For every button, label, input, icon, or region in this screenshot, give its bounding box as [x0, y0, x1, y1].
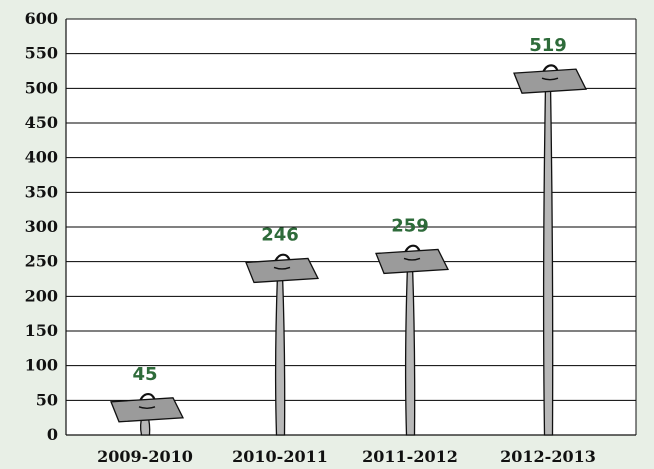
bar [513, 64, 588, 436]
bar-sign-fold [403, 257, 421, 261]
y-tick-label: 400 [25, 148, 58, 167]
y-tick-label: 300 [25, 217, 58, 236]
bar-sign-fold [138, 406, 156, 409]
x-tick-label: 2012-2013 [500, 447, 596, 466]
bar-sign [245, 257, 320, 284]
y-tick-label: 50 [36, 390, 58, 409]
data-label: 259 [391, 215, 429, 236]
data-label: 45 [132, 364, 157, 385]
y-tick-label: 150 [25, 321, 58, 340]
y-tick-label: 600 [25, 9, 58, 28]
x-tick-label: 2010-2011 [232, 447, 328, 466]
bar-sign [513, 68, 588, 94]
bars [110, 64, 588, 436]
bar-sign [375, 248, 450, 275]
y-tick-label: 500 [25, 78, 58, 97]
x-tick-label: 2011-2012 [362, 447, 458, 466]
bar-stake [542, 84, 554, 436]
bar [375, 244, 450, 436]
bar-stake [274, 273, 286, 436]
data-label: 246 [261, 224, 299, 245]
bar [245, 253, 320, 436]
bar-sign [110, 397, 185, 423]
bar-stake [404, 264, 416, 436]
bar-sign-fold [541, 77, 559, 81]
bar [110, 392, 185, 436]
y-tick-label: 100 [25, 356, 58, 375]
bar-sign-fold [273, 266, 291, 270]
data-label: 519 [529, 35, 567, 56]
x-axis-tick-labels: 2009-2010 2010-2011 2011-2012 2012-2013 [97, 447, 596, 466]
y-tick-label: 0 [47, 425, 58, 444]
y-tick-label: 200 [25, 286, 58, 305]
y-tick-label: 350 [25, 182, 58, 201]
x-tick-label: 2009-2010 [97, 447, 193, 466]
y-axis-tick-labels: 0 50 100 150 200 250 300 350 400 450 500 550 600 [25, 9, 58, 444]
y-tick-label: 250 [25, 252, 58, 271]
data-labels: 45 246 259 519 [132, 35, 566, 385]
axes [65, 18, 637, 436]
y-tick-label: 450 [25, 113, 58, 132]
y-tick-label: 550 [25, 44, 58, 63]
